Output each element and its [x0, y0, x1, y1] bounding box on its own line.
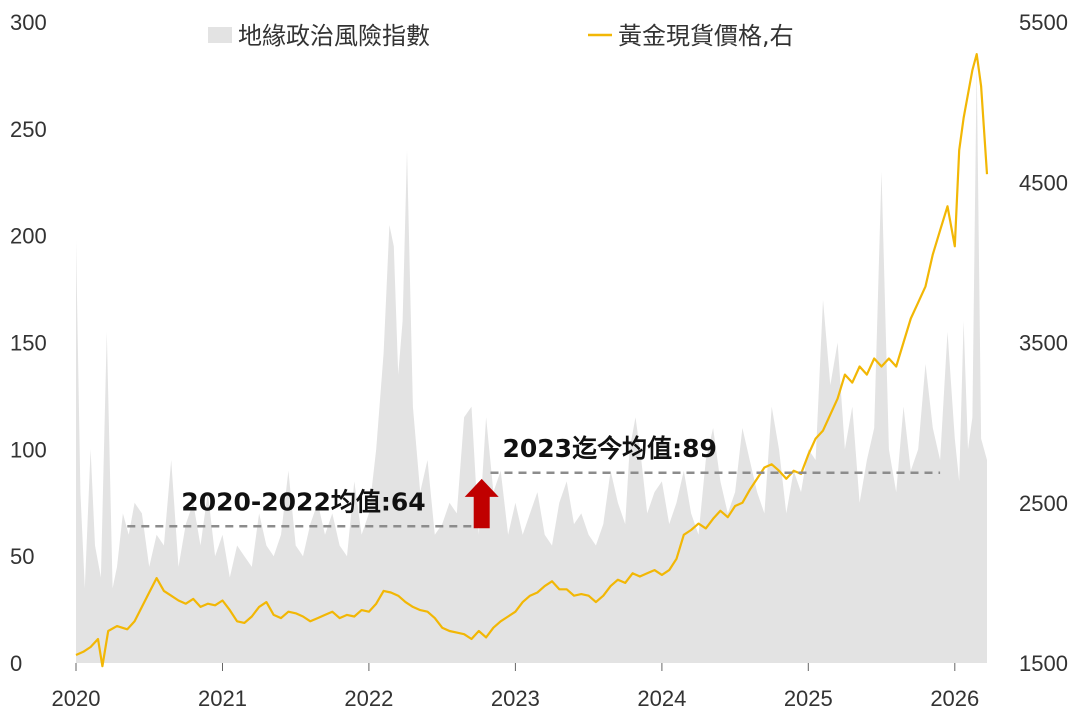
right-tick-label: 3500	[1019, 331, 1068, 356]
left-tick-label: 150	[10, 331, 47, 356]
right-tick-label: 2500	[1019, 491, 1068, 516]
risk-index-area	[76, 64, 987, 663]
legend-label-gold-price: 黃金現貨價格,右	[618, 22, 794, 50]
right-tick-label: 5500	[1019, 10, 1068, 35]
x-tick-label: 2026	[930, 686, 979, 711]
legend: 地緣政治風險指數 黃金現貨價格,右	[208, 22, 794, 50]
left-tick-label: 100	[10, 437, 47, 462]
avg-label-2020-2022: 2020-2022均值:64	[181, 487, 425, 516]
gold-price-line-layer	[75, 53, 989, 668]
right-tick-label: 4500	[1019, 170, 1068, 195]
x-tick-label: 2020	[52, 686, 101, 711]
right-axis-ticks: 1500 2500 3500 4500 5500	[1019, 10, 1068, 676]
avg-label-2023-to-date: 2023迄今均值:89	[503, 434, 717, 463]
x-tick-label: 2024	[637, 686, 686, 711]
left-tick-label: 250	[10, 117, 47, 142]
x-tick-label: 2025	[784, 686, 833, 711]
left-tick-label: 0	[10, 651, 22, 676]
x-axis-ticks: 2020 2021 2022 2023 2024 2025 2026	[52, 663, 979, 711]
legend-label-risk-index: 地緣政治風險指數	[238, 22, 430, 50]
left-axis-ticks: 0 50 100 150 200 250 300	[10, 10, 47, 676]
left-tick-label: 200	[10, 224, 47, 249]
x-tick-label: 2023	[491, 686, 540, 711]
risk-index-area-layer	[76, 64, 987, 663]
x-tick-label: 2021	[198, 686, 247, 711]
legend-swatch-risk-index	[208, 27, 232, 43]
up-arrow-icon	[464, 478, 499, 529]
left-tick-label: 300	[10, 10, 47, 35]
left-tick-label: 50	[10, 544, 34, 569]
gold-price-line	[75, 53, 989, 668]
annotation-layer: 2020-2022均值:64 2023迄今均值:89	[127, 434, 941, 529]
right-tick-label: 1500	[1019, 651, 1068, 676]
x-tick-label: 2022	[344, 686, 393, 711]
